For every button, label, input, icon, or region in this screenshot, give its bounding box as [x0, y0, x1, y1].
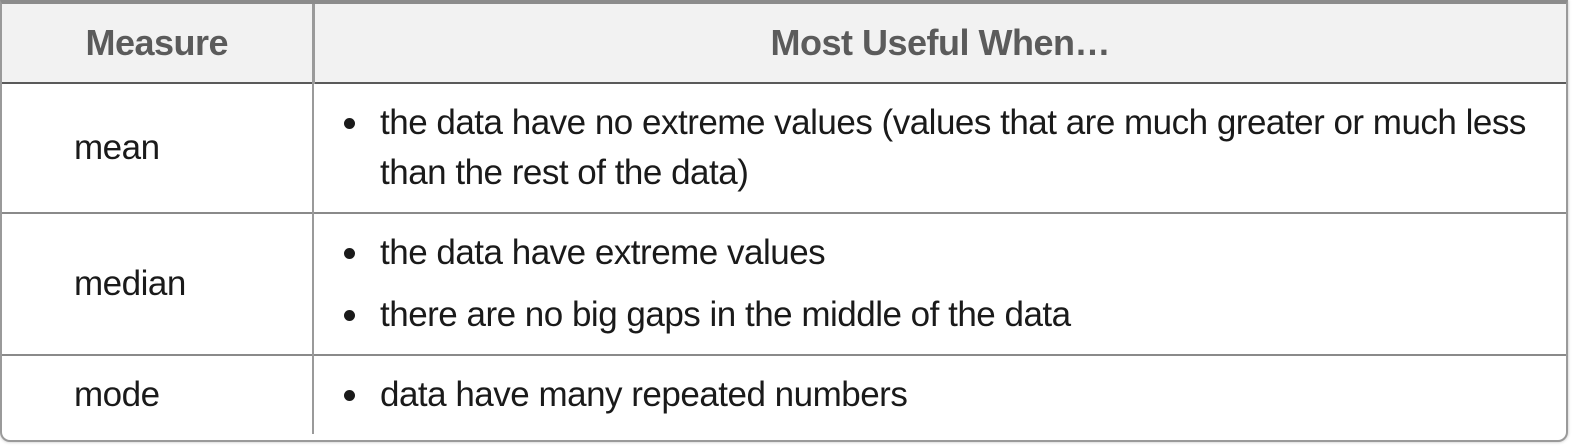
bullet-icon	[344, 118, 355, 129]
list-item-text: the data have extreme values	[380, 233, 826, 272]
list-item: data have many repeated numbers	[314, 370, 1526, 420]
list-item: the data have no extreme values (values …	[314, 98, 1526, 198]
bullet-icon	[344, 310, 355, 321]
header-row: Measure Most Useful When…	[2, 4, 1566, 84]
table-row: mode data have many repeated numbers	[2, 354, 1566, 434]
list-item: the data have extreme values	[314, 228, 1526, 278]
measure-cell: median	[2, 212, 314, 355]
bullet-list: the data have no extreme values (values …	[314, 98, 1566, 198]
header-most-useful-when: Most Useful When…	[313, 4, 1566, 84]
bullet-list: data have many repeated numbers	[314, 370, 1566, 420]
useful-cell: data have many repeated numbers	[313, 354, 1566, 434]
header-measure: Measure	[2, 4, 315, 84]
measures-table: Measure Most Useful When… mean the data …	[2, 4, 1566, 434]
list-item-text: data have many repeated numbers	[380, 375, 908, 414]
list-item-text: there are no big gaps in the middle of t…	[380, 295, 1071, 334]
measure-cell: mean	[2, 83, 314, 213]
useful-cell: the data have no extreme values (values …	[313, 83, 1566, 213]
measure-cell: mode	[2, 354, 314, 434]
bullet-icon	[344, 248, 355, 259]
bullet-icon	[344, 390, 355, 401]
bullet-list: the data have extreme values there are n…	[314, 228, 1566, 340]
table-row: mean the data have no extreme values (va…	[2, 83, 1566, 213]
list-item: there are no big gaps in the middle of t…	[314, 290, 1526, 340]
measures-table-frame: Measure Most Useful When… mean the data …	[0, 0, 1568, 442]
table-row: median the data have extreme values ther…	[2, 212, 1566, 355]
list-item-text: the data have no extreme values (values …	[380, 103, 1526, 192]
useful-cell: the data have extreme values there are n…	[313, 212, 1566, 355]
